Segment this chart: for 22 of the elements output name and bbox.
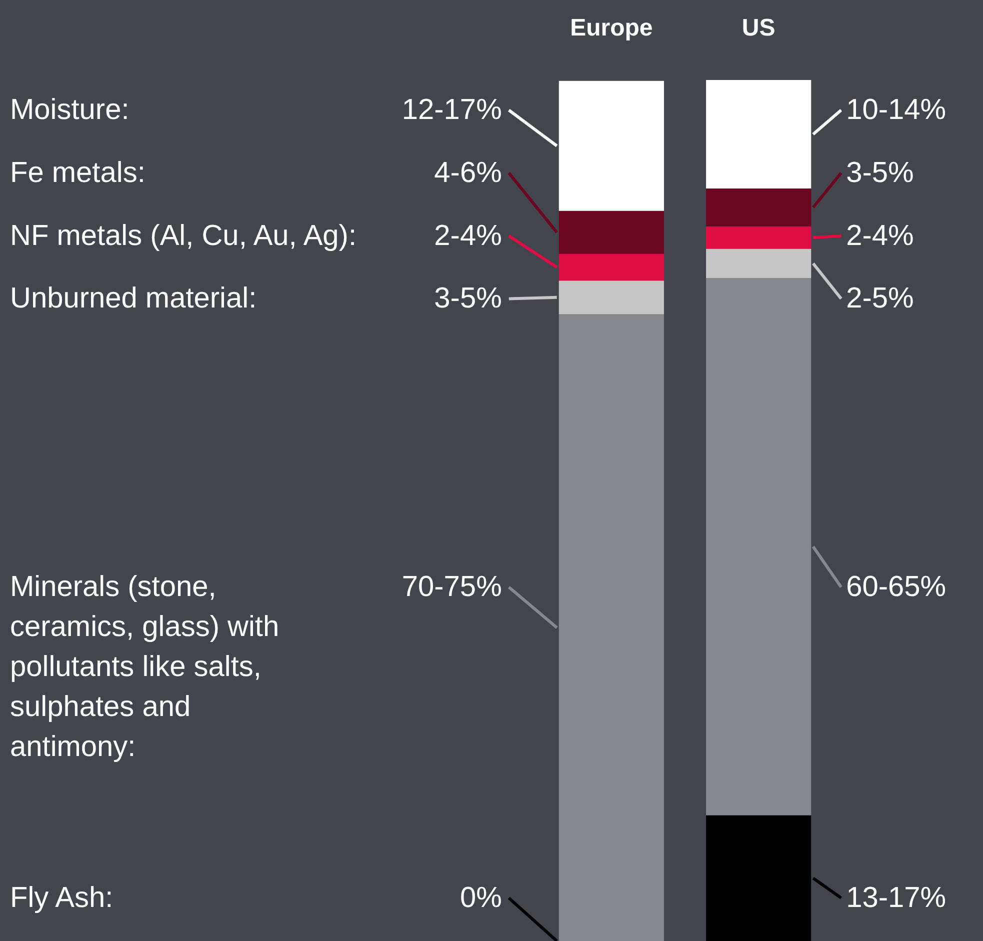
- bar: [558, 280, 664, 314]
- text: Unburned material:: [10, 282, 257, 315]
- text: 2-4%: [434, 220, 502, 252]
- text: 13-17%: [846, 882, 946, 914]
- text: NF metals (Al, Cu, Au, Ag):: [10, 220, 356, 252]
- text: 60-65%: [846, 571, 946, 604]
- text: 3-5%: [846, 156, 914, 189]
- text: 4-6%: [434, 156, 502, 189]
- text: 70-75%: [402, 571, 502, 604]
- text: Minerals (stone, ceramics, glass) with pollutants like salts, sulphates and antimony:: [10, 571, 280, 764]
- text: 10-14%: [846, 94, 946, 126]
- text: 2-4%: [846, 220, 914, 252]
- text: 12-17%: [402, 94, 502, 126]
- bar: [706, 226, 812, 249]
- text: 2-5%: [846, 282, 914, 315]
- x-tick-label: Europe: [570, 14, 653, 42]
- text: 0%: [460, 882, 502, 914]
- text: Fe metals:: [10, 156, 146, 189]
- text: 3-5%: [434, 282, 502, 315]
- text: Fly Ash:: [10, 882, 114, 914]
- text: Moisture:: [10, 94, 130, 126]
- x-tick-label: US: [742, 14, 776, 42]
